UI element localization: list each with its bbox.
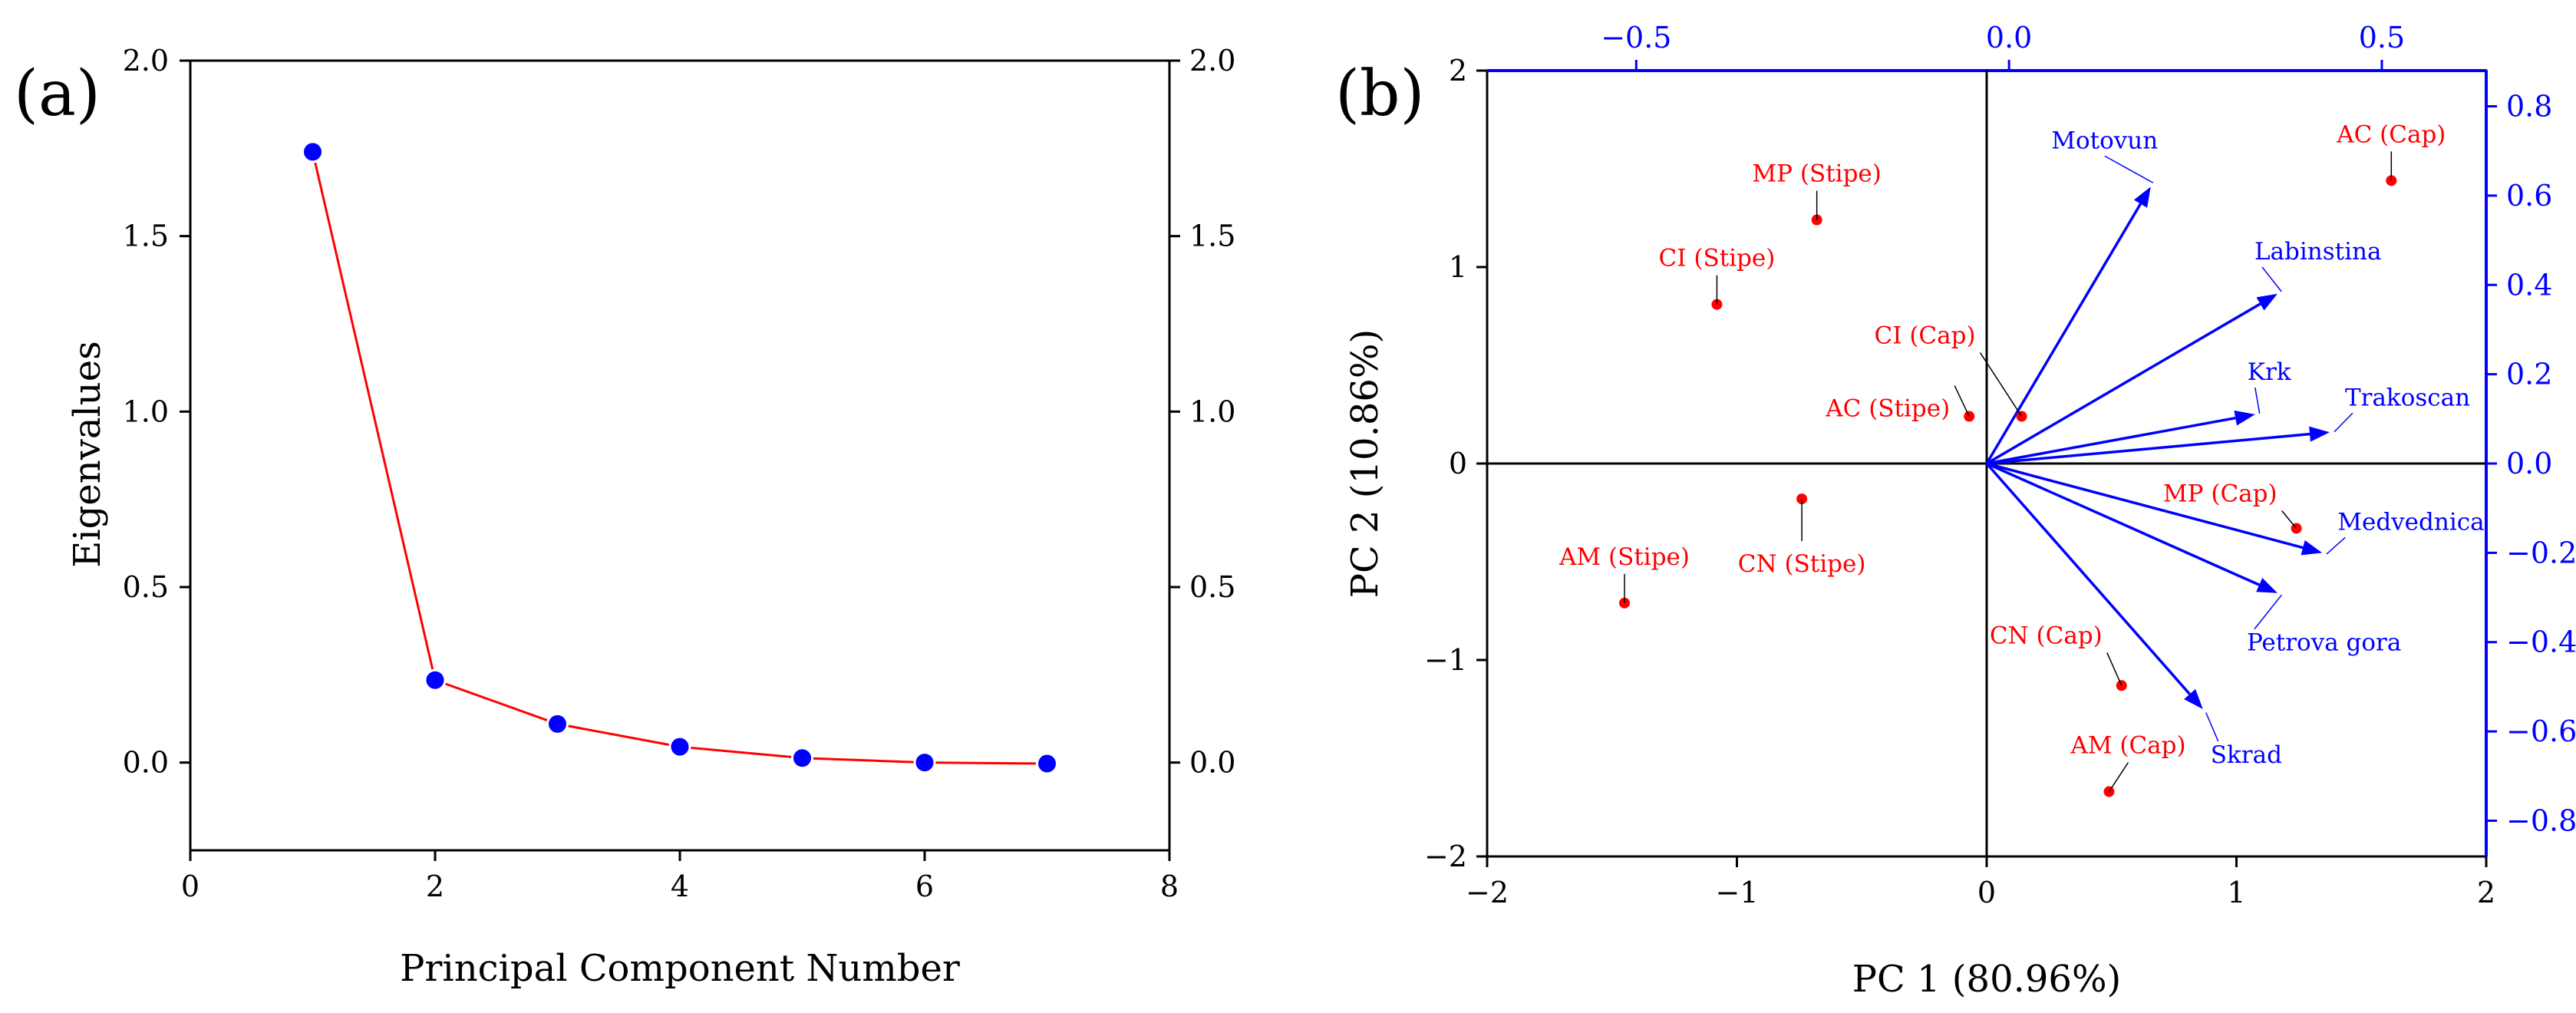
right-y-tick-label-a: 1.5 [1189, 219, 1235, 253]
top-tick-label-b: 0.5 [2359, 21, 2405, 54]
y-axis-title-a: Eigenvalues [66, 341, 109, 567]
right-y-tick-label-a: 1.0 [1189, 394, 1235, 428]
score-label: MP (Cap) [2163, 480, 2278, 507]
loading-leader-line [2326, 536, 2346, 555]
right-tick-label-b: 0.4 [2506, 268, 2552, 302]
x-tick-label-b: −1 [1715, 876, 1758, 909]
loading-label: Krk [2248, 358, 2291, 386]
x-tick-label-a: 4 [671, 869, 689, 903]
y-tick-label-a: 1.5 [123, 219, 169, 253]
right-y-tick-label-a: 0.5 [1189, 570, 1235, 604]
right-tick-label-b: 0.2 [2506, 358, 2552, 391]
x-tick-label-a: 6 [915, 869, 934, 903]
loading-vector [1986, 302, 2261, 465]
y-tick-label-a: 2.0 [123, 44, 169, 78]
eigenvalue-point [1036, 752, 1058, 775]
score-label: AM (Stipe) [1558, 543, 1690, 571]
score-leader-line [1979, 352, 2023, 417]
score-label: CN (Stipe) [1738, 550, 1866, 578]
top-tick-label-b: 0.0 [1986, 21, 2032, 54]
loading-vector [1986, 416, 2236, 465]
x-tick-label-a: 2 [426, 869, 444, 903]
loading-leader-line [2254, 594, 2283, 630]
score-label: MP (Stipe) [1752, 160, 1881, 188]
loading-label: Labinstina [2254, 238, 2382, 266]
x-tick-label-b: 0 [1977, 876, 1996, 909]
x-tick-label-a: 0 [181, 869, 200, 903]
y-tick-label-b: 2 [1449, 54, 1467, 87]
pca-biplot: (b) −2 −1 0 1 2 −2 −1 0 1 2 −0.5 0.0 0.5 0.8 0.6 0.4… [1335, 21, 2576, 1001]
loading-arrowhead [2184, 688, 2203, 709]
score-label: AC (Cap) [2336, 120, 2446, 148]
eigenvalue-point [668, 735, 691, 758]
panel-label-b: (b) [1335, 58, 1424, 130]
eigenvalue-point [302, 140, 324, 163]
loading-leader-line [2205, 712, 2219, 742]
right-tick-label-b: −0.8 [2506, 803, 2576, 837]
x-axis-title-a: Principal Component Number [400, 947, 960, 990]
eigenvalue-point [424, 668, 447, 691]
y-tick-label-a: 0.5 [123, 570, 169, 604]
loading-vector [1986, 462, 2304, 549]
loading-label: Trakoscan [2345, 384, 2470, 411]
loading-vector [1986, 432, 2310, 465]
score-label: CI (Cap) [1875, 322, 1976, 350]
x-tick-label-b: 2 [2477, 876, 2495, 909]
loading-arrowhead [2234, 410, 2255, 426]
x-tick-label-b: −2 [1466, 876, 1509, 909]
loading-arrowhead [2133, 186, 2151, 208]
loading-arrowhead [2256, 578, 2278, 593]
loading-leader-line [2334, 412, 2353, 433]
eigenvalue-scree-plot: (a) 0 2 4 6 8 0.0 0.5 1.0 1.5 2.0 0.0 0.5 1.0 1.5 2.… [14, 44, 1235, 990]
loading-vector [1985, 203, 2142, 464]
right-tick-label-b: 0.0 [2506, 447, 2552, 480]
right-tick-label-b: −0.6 [2506, 714, 2576, 748]
loading-label: Skrad [2211, 741, 2282, 769]
eigenvalue-line [312, 151, 1047, 765]
right-tick-label-b: −0.2 [2506, 536, 2576, 569]
right-y-tick-label-a: 2.0 [1189, 44, 1235, 78]
y-tick-label-b: −2 [1424, 840, 1467, 873]
plot-frame-a [189, 59, 1171, 852]
score-leader-line [2281, 510, 2297, 529]
right-tick-label-b: 0.8 [2506, 90, 2552, 124]
loading-arrowhead [2309, 426, 2330, 442]
y-axis-title-b: PC 2 (10.86%) [1344, 329, 1387, 599]
loading-label: Petrova gora [2247, 629, 2401, 657]
score-leader-line [1954, 385, 1970, 417]
x-axis-title-b: PC 1 (80.96%) [1852, 958, 2122, 1001]
right-y-tick-label-a: 0.0 [1189, 746, 1235, 780]
eigenvalue-point [791, 747, 813, 770]
y-tick-label-a: 1.0 [123, 394, 169, 428]
right-tick-label-b: 0.6 [2506, 179, 2552, 213]
loading-leader-line [2261, 266, 2282, 292]
top-tick-label-b: −0.5 [1601, 21, 1671, 54]
score-leader-line [2108, 762, 2129, 792]
score-label: AC (Stipe) [1825, 395, 1950, 423]
y-tick-label-a: 0.0 [123, 746, 169, 780]
eigenvalue-point [913, 751, 936, 774]
loading-vector [1986, 462, 2260, 586]
score-leader-line [2106, 652, 2122, 686]
loading-label: Medvednica [2337, 508, 2484, 536]
loading-arrowhead [2301, 540, 2323, 556]
loading-vector [1985, 462, 2191, 695]
panel-label-a: (a) [14, 58, 101, 130]
score-label: AM (Cap) [2070, 732, 2185, 760]
loading-leader-line [2254, 387, 2261, 414]
score-label: CI (Stipe) [1659, 245, 1776, 272]
loading-leader-line [2104, 155, 2154, 183]
x-tick-label-b: 1 [2227, 876, 2245, 909]
x-tick-label-a: 8 [1160, 869, 1179, 903]
loading-arrowhead [2256, 293, 2278, 311]
right-tick-label-b: −0.4 [2506, 625, 2576, 659]
loading-label: Motovun [2051, 127, 2158, 154]
y-tick-label-b: 0 [1449, 447, 1467, 480]
y-tick-label-b: −1 [1424, 643, 1467, 677]
score-label: CN (Cap) [1990, 622, 2103, 649]
eigenvalue-point [546, 712, 569, 735]
y-tick-label-b: 1 [1449, 250, 1467, 284]
